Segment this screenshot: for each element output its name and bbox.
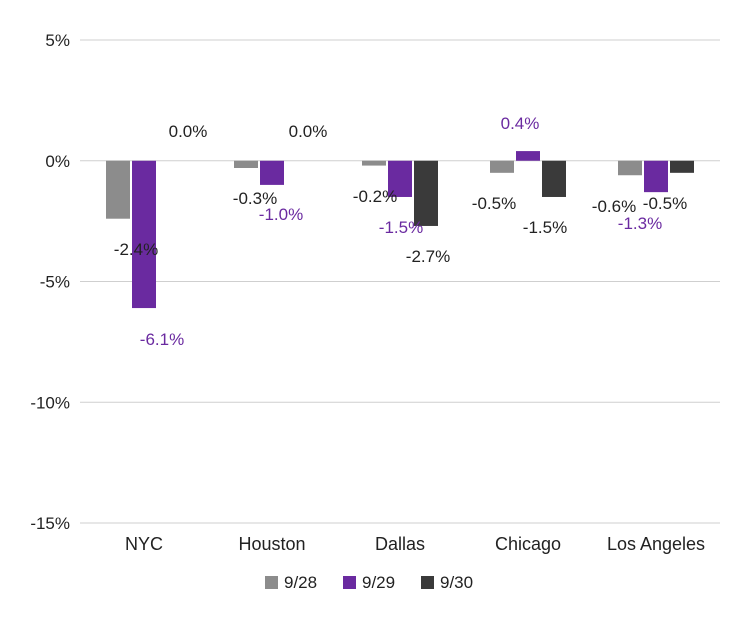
data-label: 0.0% [289,122,328,141]
data-label: -1.0% [259,205,303,224]
legend-swatch [343,576,356,589]
bar-9-29-los-angeles[interactable] [644,160,668,193]
bars [106,151,694,309]
data-label: -2.7% [406,247,450,266]
data-label: 0.4% [501,114,540,133]
bar-9-28-dallas[interactable] [362,160,386,166]
bar-9-29-houston[interactable] [260,160,284,185]
legend[interactable]: 9/28 9/29 9/30 [265,573,473,592]
legend-swatch [265,576,278,589]
data-label: -1.5% [379,218,423,237]
legend-label[interactable]: 9/28 [284,573,317,592]
data-label: -1.5% [523,218,567,237]
data-label: -0.5% [643,194,687,213]
bar-9-28-chicago[interactable] [490,160,514,173]
x-axis-categories: NYC Houston Dallas Chicago Los Angeles [125,534,705,554]
x-category-label: Houston [238,534,305,554]
data-label: 0.0% [169,122,208,141]
bar-9-28-los-angeles[interactable] [618,160,642,176]
data-label: -0.5% [472,194,516,213]
legend-label[interactable]: 9/29 [362,573,395,592]
gridlines [80,39,720,524]
bar-9-29-dallas[interactable] [388,160,412,197]
y-tick-label: -5% [40,273,70,292]
y-axis-ticks: 5% 0% -5% -10% -15% [30,31,70,533]
x-category-label: Dallas [375,534,425,554]
data-label: -2.4% [114,240,158,259]
legend-swatch [421,576,434,589]
y-tick-label: -15% [30,514,70,533]
x-category-label: NYC [125,534,163,554]
bar-9-28-nyc[interactable] [106,160,130,219]
bar-9-30-los-angeles[interactable] [670,160,694,173]
legend-label[interactable]: 9/30 [440,573,473,592]
bar-9-29-chicago[interactable] [516,151,540,161]
data-labels: -2.4% -6.1% 0.0% -0.3%-1.0% 0.0% -0.2% -1.5% -2… [114,114,687,349]
y-tick-label: 0% [45,152,70,171]
x-category-label: Chicago [495,534,561,554]
y-tick-label: -10% [30,393,70,412]
bar-9-28-houston[interactable] [234,160,258,168]
bar-9-30-chicago[interactable] [542,160,566,197]
data-label: -0.2% [353,187,397,206]
bar-9-30-dallas[interactable] [414,160,438,226]
data-label: -6.1% [140,330,184,349]
y-tick-label: 5% [45,31,70,50]
data-label: -0.3% [233,189,277,208]
bar-9-29-nyc[interactable] [132,160,156,309]
x-category-label: Los Angeles [607,534,705,554]
data-label: -0.6% [592,197,636,216]
data-label: -1.3% [618,214,662,233]
